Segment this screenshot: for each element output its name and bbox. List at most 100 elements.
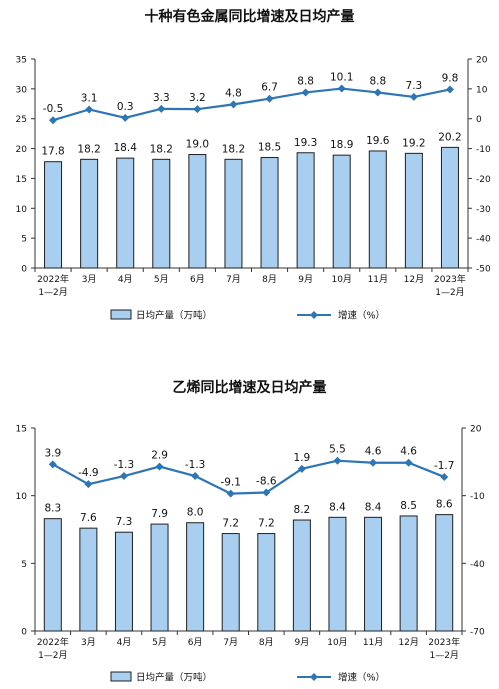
right-tick-label: 0	[476, 115, 482, 125]
line-value-label: 10.1	[330, 72, 353, 84]
growth-line	[52, 87, 451, 122]
bar-value-label: 8.6	[436, 499, 453, 511]
bar	[43, 518, 62, 632]
legend-line-label: 增速（%）	[338, 310, 385, 322]
line-point	[157, 104, 166, 113]
bar	[114, 531, 133, 632]
legend-bar-swatch	[110, 309, 132, 320]
bar-value-label: 18.2	[222, 143, 245, 155]
bar	[116, 157, 135, 269]
x-tick-label: 2022年	[37, 273, 69, 285]
line-value-label: 7.3	[406, 80, 423, 92]
left-tick-label: 0	[21, 265, 27, 275]
right-tick-label: -40	[470, 560, 485, 570]
line-value-label: -1.3	[185, 459, 206, 471]
bar	[292, 519, 311, 632]
bar	[224, 158, 243, 269]
line-point	[85, 105, 94, 114]
bar	[404, 152, 423, 269]
line-value-label: 4.6	[400, 446, 417, 458]
x-tick-label: 9月	[295, 637, 310, 648]
x-tick-label: 11月	[368, 274, 388, 285]
line-point	[404, 458, 413, 467]
left-tick-label: 20	[16, 145, 28, 155]
bar-value-label: 7.3	[116, 516, 133, 528]
line-point	[297, 464, 306, 473]
left-tick-label: 30	[16, 85, 28, 95]
line-point	[119, 472, 128, 481]
bar-value-label: 17.8	[41, 146, 64, 158]
line-value-label: 2.9	[151, 450, 168, 462]
line-value-label: 5.5	[329, 444, 346, 456]
right-tick-label: 20	[476, 56, 488, 66]
bar-value-label: 8.4	[365, 501, 382, 513]
bar	[332, 154, 351, 269]
line-value-label: 8.8	[369, 75, 386, 87]
x-tick-label: 3月	[81, 637, 96, 648]
line-value-label: -4.9	[78, 467, 99, 479]
line-value-label: -1.3	[114, 459, 135, 471]
x-tick-label: 9月	[298, 274, 313, 285]
line-point	[191, 472, 200, 481]
line-value-label: 4.8	[225, 87, 242, 99]
bar	[435, 514, 454, 632]
bar	[80, 158, 99, 269]
line-point	[265, 94, 274, 103]
x-tick-label: 10月	[327, 637, 347, 648]
bar	[260, 157, 279, 269]
bar	[188, 154, 207, 269]
right-tick-label: 20	[470, 425, 482, 435]
x-tick-label: 5月	[154, 274, 169, 285]
bar-value-label: 18.5	[258, 142, 281, 154]
line-value-label: 8.8	[297, 75, 314, 87]
left-tick-label: 15	[16, 175, 27, 185]
bar-value-label: 8.3	[44, 503, 61, 515]
bar-value-label: 20.2	[438, 131, 461, 143]
x-tick-label: 5月	[152, 637, 167, 648]
x-tick-label: 8月	[262, 274, 277, 285]
line-point	[373, 88, 382, 97]
line-point	[193, 105, 202, 114]
bar-value-label: 8.2	[294, 504, 311, 516]
x-tick-label: 4月	[117, 637, 132, 648]
line-point	[229, 100, 238, 109]
x-tick-label: 12月	[404, 274, 424, 285]
left-tick-label: 10	[16, 205, 28, 215]
line-value-label: -9.1	[220, 477, 241, 489]
x-tick-label: 2023年	[434, 273, 466, 285]
x-tick-label: 3月	[82, 274, 97, 285]
x-tick-label: 1—2月	[38, 650, 67, 661]
line-value-label: 1.9	[294, 452, 311, 464]
bar-value-label: 18.2	[150, 143, 173, 155]
chart1: 0 5 10 15 20 25 30 35 -50 -40 -30 -20 -10 0 10 20 2022年 1…	[16, 56, 491, 322]
chart2-title: 乙烯同比增速及日均产量	[172, 380, 327, 396]
bar-value-label: 7.9	[151, 508, 168, 520]
left-tick-label: 35	[16, 56, 27, 66]
right-tick-label: -10	[476, 145, 491, 155]
line-value-label: -0.5	[43, 103, 64, 115]
left-tick-label: 25	[16, 115, 27, 125]
right-tick-label: -40	[476, 235, 491, 245]
bar-value-label: 7.2	[258, 518, 275, 530]
line-point	[49, 116, 58, 125]
bar	[328, 516, 347, 632]
line-value-label: 0.3	[117, 101, 134, 113]
right-tick-label: -50	[476, 265, 491, 275]
legend-line-label: 增速（%）	[338, 672, 385, 684]
bar-value-label: 18.9	[330, 139, 353, 151]
bar	[150, 523, 169, 632]
left-tick-label: 5	[21, 560, 27, 570]
bar-value-label: 8.5	[400, 500, 417, 512]
x-tick-label: 1—2月	[429, 650, 458, 661]
x-tick-label: 7月	[223, 637, 238, 648]
bar	[257, 533, 276, 632]
line-point	[84, 480, 93, 489]
legend-bar-swatch	[110, 671, 132, 682]
x-tick-label: 6月	[188, 637, 203, 648]
line-point	[333, 456, 342, 465]
legend-line-marker	[310, 673, 318, 681]
chart1-title: 十种有色金属同比增速及日均产量	[144, 9, 355, 25]
line-value-label: 4.6	[365, 446, 382, 458]
line-value-label: 3.9	[44, 447, 61, 459]
